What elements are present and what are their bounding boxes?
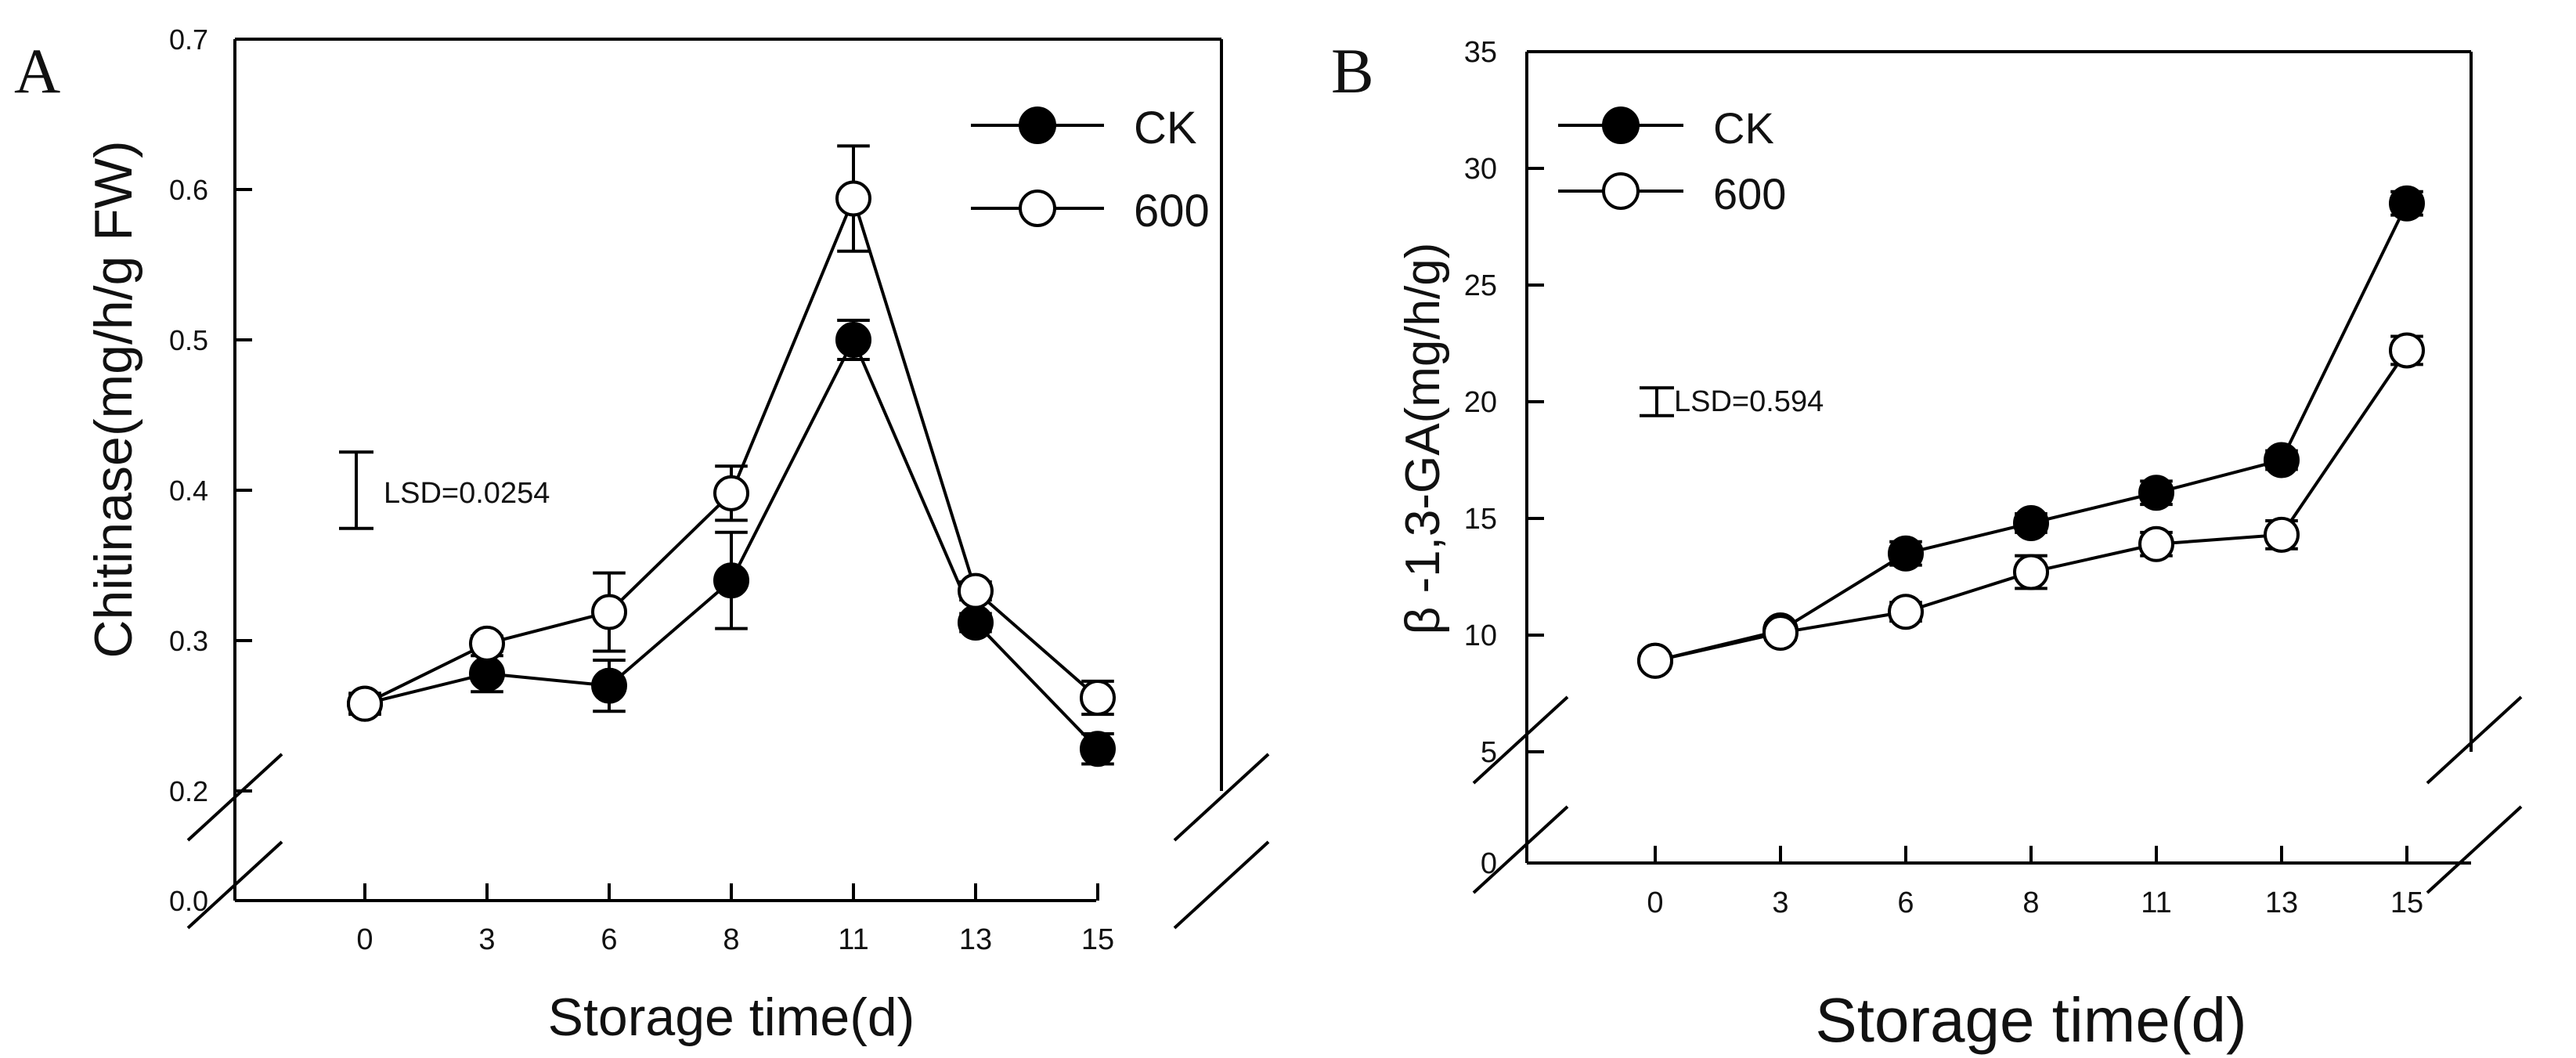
panel-b-lsd-label: LSD=0.594 bbox=[1674, 385, 1824, 418]
panel-a-break-mark-right-upper bbox=[1173, 753, 1270, 842]
panel-b-ytick-label: 5 bbox=[1481, 736, 1497, 769]
legend-ck-label: CK bbox=[1134, 103, 1197, 153]
panel-b-xtick-label: 11 bbox=[2141, 886, 2171, 919]
panel-a-xtick-label: 13 bbox=[959, 923, 992, 956]
panel-a-xtick-label: 6 bbox=[601, 923, 617, 956]
legend-ck-label: CK bbox=[1713, 103, 1774, 153]
data-point-600-3 bbox=[469, 625, 505, 662]
panel-a-ytick-label: 0.4 bbox=[169, 475, 208, 507]
panel-b-xtick-label: 0 bbox=[1647, 886, 1663, 919]
panel-a-legend: CK 600 bbox=[971, 103, 1210, 237]
panel-a-ytick-label: 0.2 bbox=[169, 775, 208, 807]
panel-a-break-mark-upper bbox=[186, 753, 283, 842]
data-point-600-13 bbox=[2264, 516, 2300, 553]
data-point-600-11 bbox=[2138, 525, 2174, 562]
panel-b-xtick-label: 3 bbox=[1772, 886, 1788, 919]
panel-a-break-mark-lower bbox=[186, 840, 283, 930]
legend-ck-marker bbox=[1019, 107, 1056, 144]
data-point-CK-8 bbox=[2013, 504, 2049, 541]
legend-600-marker bbox=[1602, 172, 1640, 210]
panel-b-glucanase: B 0 5 10 15 20 25 30 35 bbox=[1331, 35, 2523, 1055]
data-point-600-13 bbox=[958, 572, 994, 609]
panel-b-break-mark-right-lower bbox=[2426, 805, 2523, 894]
panel-a-xtick-label: 11 bbox=[838, 923, 868, 956]
panel-b-ytick-label: 30 bbox=[1464, 153, 1497, 186]
panel-b-plot-area bbox=[1637, 185, 2425, 679]
panel-b-y-tick-labels: 0 5 10 15 20 25 30 35 bbox=[1464, 36, 1497, 880]
data-point-600-11 bbox=[835, 180, 871, 217]
panel-a-x-axis-title: Storage time(d) bbox=[548, 988, 915, 1047]
panel-a-ytick-label: 0.7 bbox=[169, 23, 208, 56]
panel-b-x-ticks bbox=[1654, 846, 2408, 863]
panel-b-y-ticks bbox=[1527, 50, 1544, 865]
lsd-bar bbox=[339, 450, 373, 530]
panel-a-x-tick-labels: 0 3 6 8 11 13 15 bbox=[356, 923, 1114, 956]
panel-a-xtick-label: 8 bbox=[723, 923, 739, 956]
panel-b-break-mark-right-upper bbox=[2426, 695, 2523, 785]
data-point-CK-8 bbox=[713, 562, 749, 599]
panel-b-ytick-label: 15 bbox=[1464, 503, 1497, 536]
panel-a-ytick-label: 0.6 bbox=[169, 174, 208, 206]
panel-a-break-mark-right-lower bbox=[1173, 840, 1270, 930]
lsd-bar bbox=[1640, 386, 1674, 417]
panel-b-label: B bbox=[1331, 35, 1374, 107]
panel-a-ytick-label: 0.5 bbox=[169, 324, 208, 356]
panel-b-xtick-label: 15 bbox=[2390, 886, 2423, 919]
series-CK-line bbox=[1654, 202, 2408, 663]
panel-b-xtick-label: 13 bbox=[2265, 886, 2298, 919]
panel-b-xtick-label: 6 bbox=[1897, 886, 1914, 919]
panel-b-x-axis-title: Storage time(d) bbox=[1815, 985, 2246, 1055]
data-point-CK-11 bbox=[2138, 475, 2174, 511]
panel-b-break-mark-upper bbox=[1472, 695, 1569, 785]
panel-b-ytick-label: 25 bbox=[1464, 269, 1497, 302]
data-point-CK-13 bbox=[2264, 442, 2300, 478]
data-point-600-6 bbox=[591, 594, 627, 630]
panel-b-ytick-label: 10 bbox=[1464, 619, 1497, 652]
panel-a-lsd-label: LSD=0.0254 bbox=[384, 477, 550, 510]
panel-a-plot-area bbox=[339, 144, 1116, 767]
legend-ck-marker bbox=[1602, 107, 1640, 144]
panel-b-legend: CK 600 bbox=[1558, 103, 1786, 218]
panel-b-ytick-label: 20 bbox=[1464, 386, 1497, 419]
data-point-CK-13 bbox=[958, 604, 994, 641]
data-point-600-6 bbox=[1888, 594, 1924, 630]
data-point-CK-3 bbox=[469, 655, 505, 692]
panel-a-xtick-label: 0 bbox=[356, 923, 373, 956]
legend-600-label: 600 bbox=[1713, 169, 1786, 218]
data-point-600-8 bbox=[2013, 554, 2049, 590]
panel-b-ytick-label: 35 bbox=[1464, 36, 1497, 69]
data-point-CK-15 bbox=[1080, 731, 1116, 767]
panel-a-y-ticks bbox=[235, 38, 252, 902]
data-point-600-15 bbox=[2389, 332, 2425, 369]
data-point-CK-15 bbox=[2389, 185, 2425, 222]
data-point-CK-6 bbox=[591, 667, 627, 704]
panel-b-xtick-label: 8 bbox=[2022, 886, 2039, 919]
legend-600-marker bbox=[1019, 190, 1056, 227]
data-point-CK-11 bbox=[835, 322, 871, 358]
data-point-600-3 bbox=[1762, 615, 1799, 652]
panel-b-x-tick-labels: 0 3 6 8 11 13 15 bbox=[1647, 886, 2423, 919]
data-point-CK-6 bbox=[1888, 535, 1924, 572]
panel-a-y-axis-title: Chitinase(mg/h/g FW) bbox=[84, 140, 143, 658]
panel-b-break-mark-lower bbox=[1472, 805, 1569, 894]
panel-a-y-tick-labels: 0.0 0.2 0.3 0.4 0.5 0.6 0.7 bbox=[169, 23, 208, 917]
data-point-600-0 bbox=[1637, 642, 1673, 679]
data-point-600-15 bbox=[1080, 679, 1116, 716]
data-point-600-8 bbox=[713, 475, 749, 511]
panel-a-chitinase: A 0.0 0.2 0.3 0.4 0.5 0.6 0.7 bbox=[14, 23, 1270, 1047]
panel-a-ytick-label: 0.3 bbox=[169, 625, 208, 657]
panel-a-ytick-label: 0.0 bbox=[169, 885, 208, 917]
panel-a-x-ticks bbox=[363, 883, 1099, 901]
panel-b-ytick-label: 0 bbox=[1481, 847, 1497, 880]
panel-b-y-axis-title: β -1,3-GA(mg/h/g) bbox=[1396, 243, 1450, 635]
legend-600-label: 600 bbox=[1134, 186, 1210, 237]
panel-a-label: A bbox=[14, 35, 60, 107]
panel-a-xtick-label: 3 bbox=[478, 923, 495, 956]
panel-a-xtick-label: 15 bbox=[1081, 923, 1114, 956]
data-point-600-0 bbox=[347, 685, 383, 722]
